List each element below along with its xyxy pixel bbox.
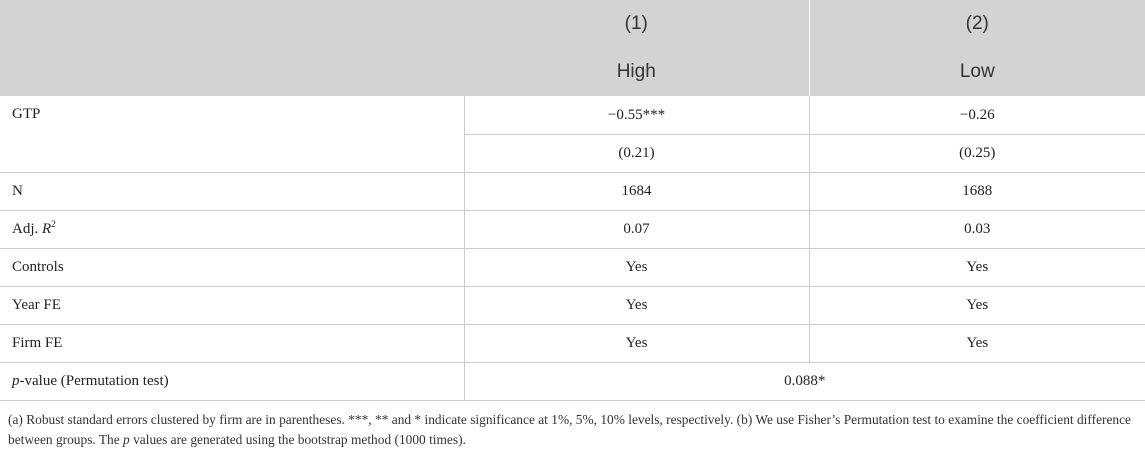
table-header: (1) (2) High Low [0, 0, 1145, 96]
cell-adj-r2-low: 0.03 [809, 210, 1145, 249]
header-row-model-numbers: (1) (2) [0, 0, 1145, 48]
table-row-p-value: p-value (Permutation test) 0.088* [0, 362, 1145, 401]
row-label-p-value: p-value (Permutation test) [0, 362, 465, 401]
adj-prefix: Adj. [12, 221, 42, 237]
footnote-part-1: (a) Robust standard errors clustered by … [8, 412, 1131, 447]
cell-firm-fe-high: Yes [464, 324, 810, 363]
header-model-1: (1) [464, 0, 810, 48]
table-row-gtp-coef: GTP −0.55*** −0.26 [0, 96, 1145, 173]
table-footnotes: (a) Robust standard errors clustered by … [0, 401, 1145, 450]
header-row-groups: High Low [0, 48, 1145, 96]
r-superscript: 2 [51, 219, 56, 229]
header-empty-cell [0, 48, 464, 96]
table-row-controls: Controls Yes Yes [0, 248, 1145, 287]
table-row-firm-fe: Firm FE Yes Yes [0, 324, 1145, 363]
header-model-2: (2) [809, 0, 1145, 48]
table-row-year-fe: Year FE Yes Yes [0, 286, 1145, 325]
row-label-gtp: GTP [0, 96, 465, 173]
p-value-label-rest: -value (Permutation test) [19, 373, 169, 389]
cell-controls-low: Yes [809, 248, 1145, 287]
cell-gtp-coef-low: −0.26 [809, 96, 1145, 135]
row-label-controls: Controls [0, 248, 465, 287]
header-group-low: Low [809, 48, 1145, 96]
footnote-part-2: values are generated using the bootstrap… [129, 432, 466, 447]
cell-controls-high: Yes [464, 248, 810, 287]
table-row-gtp-se: (0.21) (0.25) [0, 134, 1145, 173]
header-group-high: High [464, 48, 810, 96]
cell-year-fe-high: Yes [464, 286, 810, 325]
cell-n-low: 1688 [809, 172, 1145, 211]
cell-firm-fe-low: Yes [809, 324, 1145, 363]
cell-gtp-se-high: (0.21) [464, 134, 810, 173]
regression-table: (1) (2) High Low GTP −0.55*** −0.26 (0.2… [0, 0, 1145, 401]
row-label-n: N [0, 172, 465, 211]
cell-gtp-se-low: (0.25) [809, 134, 1145, 173]
header-empty-cell [0, 0, 464, 48]
table-row-n: N 1684 1688 [0, 172, 1145, 211]
cell-adj-r2-high: 0.07 [464, 210, 810, 249]
footnote-p-italic: p [123, 432, 130, 447]
cell-n-high: 1684 [464, 172, 810, 211]
p-variable: p [12, 373, 20, 389]
table-body: GTP −0.55*** −0.26 (0.21) (0.25) N 1684 … [0, 96, 1145, 401]
cell-gtp-coef-high: −0.55*** [464, 96, 810, 135]
r-variable: R [42, 221, 52, 237]
row-label-year-fe: Year FE [0, 286, 465, 325]
row-label-adj-r2: Adj. R2 [0, 210, 465, 249]
row-label-firm-fe: Firm FE [0, 324, 465, 363]
table-row-adj-r2: Adj. R2 0.07 0.03 [0, 210, 1145, 249]
cell-p-value: 0.088* [464, 362, 1145, 401]
cell-year-fe-low: Yes [809, 286, 1145, 325]
